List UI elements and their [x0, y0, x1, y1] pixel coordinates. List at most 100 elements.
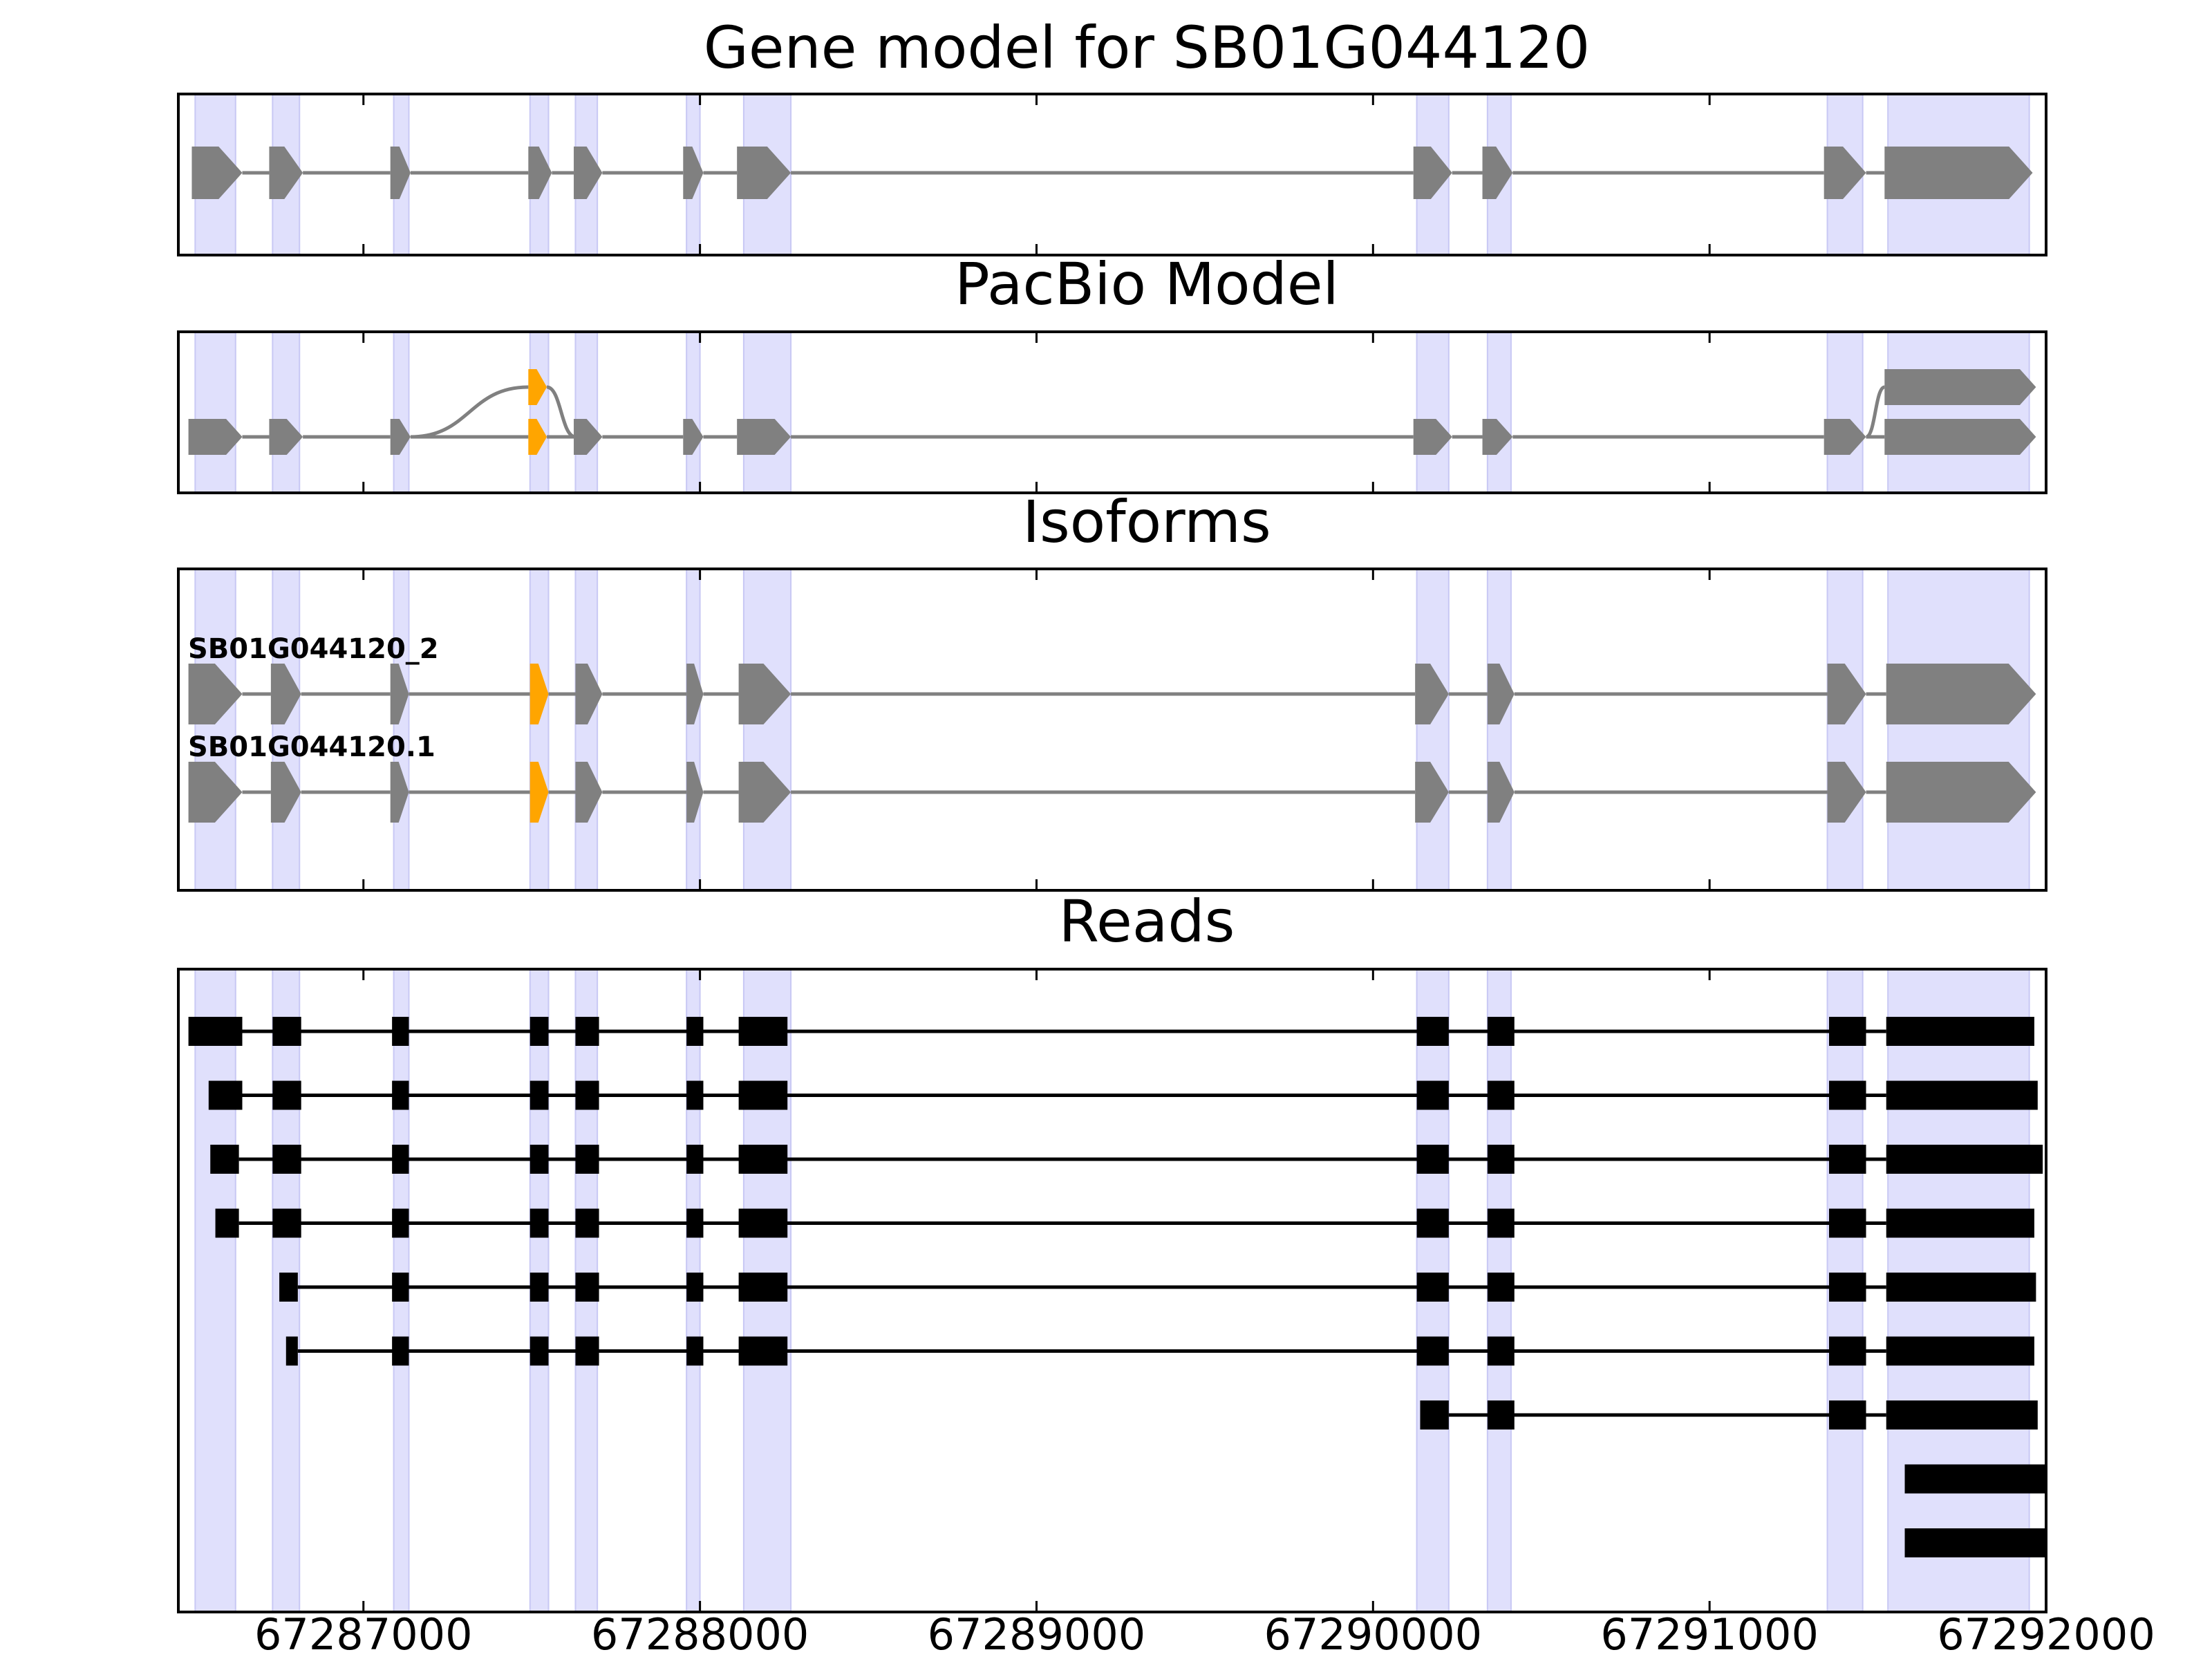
read-exon-block — [738, 1336, 788, 1366]
read-exon-block — [575, 1080, 599, 1110]
panel-frame — [177, 968, 2047, 1613]
exon-block — [574, 419, 603, 455]
read-exon-block — [215, 1208, 239, 1238]
exon-block — [528, 147, 552, 199]
splice-connector — [410, 385, 529, 439]
read-exon-block — [529, 1017, 549, 1046]
read-exon-block — [279, 1273, 298, 1302]
read-exon-block — [188, 1017, 243, 1046]
read-exon-block — [738, 1273, 788, 1302]
exon-band — [393, 331, 410, 494]
exon-block — [1827, 664, 1866, 724]
exon-block — [686, 664, 704, 724]
exon-band — [574, 331, 599, 494]
read-exon-block — [392, 1145, 409, 1174]
read-exon-block — [1886, 1273, 2036, 1302]
exon-band — [272, 331, 301, 494]
exon-block — [1884, 147, 2033, 199]
read-exon-block — [575, 1145, 599, 1174]
read-exon-block — [1416, 1273, 1449, 1302]
exon-block — [188, 762, 243, 823]
read-exon-block — [1828, 1336, 1866, 1366]
read-exon-block — [575, 1208, 599, 1238]
highlighted-exon — [528, 369, 547, 405]
read-exon-block — [1828, 1145, 1866, 1174]
exon-band — [194, 968, 236, 1613]
exon-band — [194, 331, 236, 494]
exon-band — [194, 568, 236, 891]
panel-frame — [177, 568, 2047, 892]
read-exon-block — [272, 1145, 301, 1174]
read-exon-block — [529, 1208, 549, 1238]
read-exon-block — [1487, 1208, 1515, 1238]
read-exon-block — [1416, 1208, 1449, 1238]
highlighted-exon — [529, 664, 549, 724]
exon-block — [1413, 419, 1452, 455]
read-exon-block — [1416, 1017, 1449, 1046]
exon-block — [738, 762, 791, 823]
read-exon-block — [392, 1336, 409, 1366]
read-exon-block — [208, 1080, 243, 1110]
exon-block — [1482, 419, 1513, 455]
text-layer: Gene model for SB01G044120 PacBio Model Is… — [188, 14, 2155, 1659]
exon-block — [1886, 762, 2036, 823]
exon-band — [529, 568, 550, 891]
read-exon-block — [686, 1145, 704, 1174]
exon-block — [270, 762, 301, 823]
exon-block — [188, 419, 243, 455]
exon-block — [683, 419, 704, 455]
x-tick-label: 67287000 — [254, 1609, 473, 1659]
read-exon-block — [1828, 1080, 1866, 1110]
x-tick-label: 67288000 — [591, 1609, 809, 1659]
read-exon-block — [738, 1080, 788, 1110]
exon-block — [1827, 762, 1866, 823]
exon-block — [390, 147, 411, 199]
read-exon-block — [1487, 1017, 1515, 1046]
exon-block — [1487, 762, 1515, 823]
read-exon-block — [1886, 1080, 2038, 1110]
exon-band — [742, 568, 792, 891]
exon-band — [574, 568, 599, 891]
exon-block — [390, 664, 409, 724]
exon-block — [1415, 664, 1449, 724]
read-exon-block — [1420, 1400, 1449, 1430]
read-exon-block — [529, 1145, 549, 1174]
read-exon-block — [575, 1273, 599, 1302]
exon-block — [269, 419, 303, 455]
exon-block — [1824, 419, 1866, 455]
read-exon-block — [686, 1080, 704, 1110]
exon-block — [683, 147, 704, 199]
read-exon-block — [686, 1336, 704, 1366]
read-exon-block — [1828, 1400, 1866, 1430]
read-exon-block — [392, 1080, 409, 1110]
read-exon-block — [272, 1208, 301, 1238]
exon-block — [390, 419, 411, 455]
read-exon-block — [738, 1017, 788, 1046]
read-exon-block — [1886, 1145, 2043, 1174]
x-tick-label: 67289000 — [928, 1609, 1146, 1659]
exon-block — [1482, 147, 1513, 199]
exon-block — [1413, 147, 1452, 199]
read-exon-block — [1487, 1273, 1515, 1302]
exon-band — [1416, 331, 1450, 494]
read-exon-block — [1886, 1017, 2034, 1046]
x-tick-label: 67292000 — [1937, 1609, 2155, 1659]
read-exon-block — [575, 1336, 599, 1366]
read-exon-block — [272, 1017, 301, 1046]
exon-block — [575, 664, 603, 724]
exon-block — [1824, 147, 1866, 199]
exon-block — [188, 664, 243, 724]
marks-layer — [188, 147, 2046, 1557]
exon-block — [270, 664, 301, 724]
exon-block — [686, 762, 704, 823]
exon-block — [390, 762, 409, 823]
read-exon-block — [1416, 1336, 1449, 1366]
exon-band — [1486, 568, 1512, 891]
read-exon-block — [738, 1145, 788, 1174]
read-exon-block — [1487, 1336, 1515, 1366]
exon-band — [1416, 568, 1450, 891]
isoform-label: SB01G044120.1 — [188, 731, 435, 763]
panel-title: Gene model for SB01G044120 — [704, 14, 1590, 82]
x-tick-label: 67291000 — [1600, 1609, 1819, 1659]
